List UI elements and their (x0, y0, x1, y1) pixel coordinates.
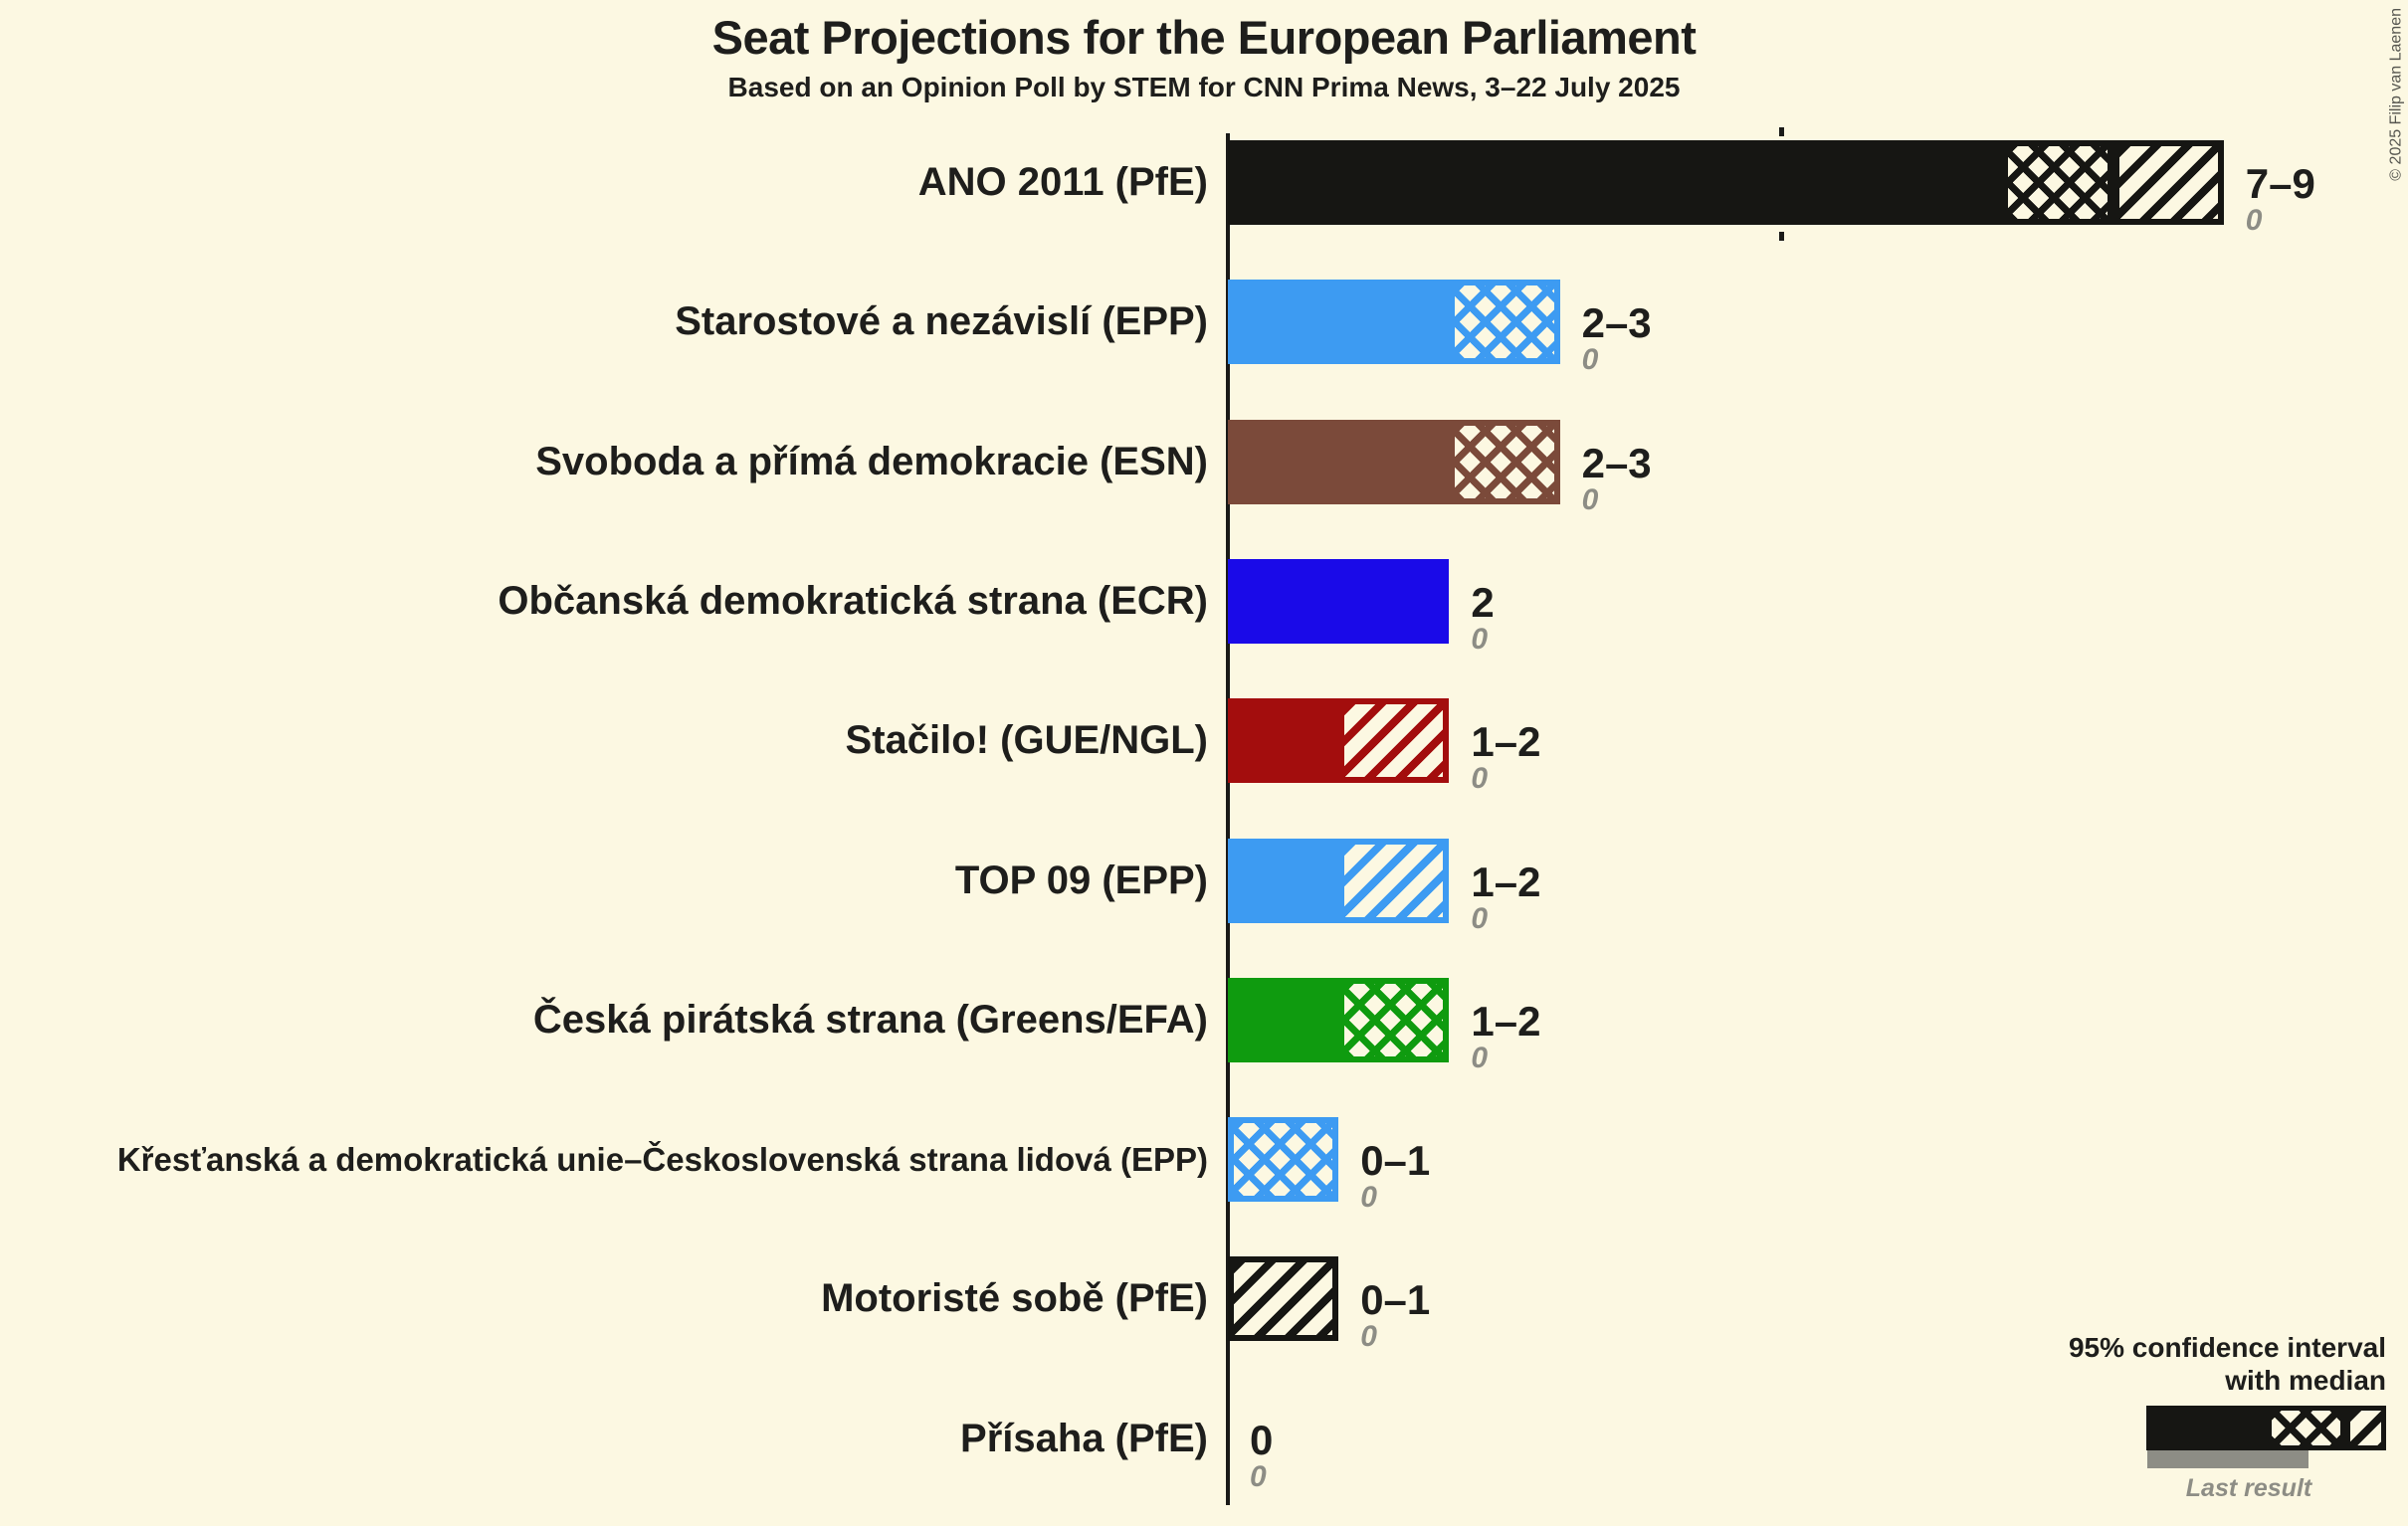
bar-diagonal-segment (2112, 140, 2224, 225)
bar-crosshatch-segment (1228, 1117, 1339, 1203)
party-label: Motoristé sobě (PfE) (821, 1276, 1208, 1321)
legend-sample-bar (2146, 1406, 2386, 1450)
bar-crosshatch-segment (2002, 140, 2113, 225)
last-result-label: 0 (1360, 1320, 1377, 1354)
bar-solid-segment (1228, 140, 2003, 225)
last-result-label: 0 (1471, 1041, 1489, 1074)
party-label: TOP 09 (EPP) (954, 858, 1208, 902)
last-result-label: 0 (2245, 204, 2263, 237)
legend-diagonal-segment (2345, 1406, 2386, 1450)
axis-line (1226, 133, 1230, 1505)
chart-title: Seat Projections for the European Parlia… (711, 11, 1697, 64)
range-label: 1–2 (1471, 718, 1541, 766)
party-label: ANO 2011 (PfE) (917, 160, 1208, 204)
range-label: 0 (1250, 1416, 1274, 1463)
bar-solid-segment (1228, 558, 1450, 644)
range-label: 1–2 (1471, 997, 1541, 1045)
last-result-label: 0 (1250, 1459, 1267, 1493)
party-label: Křesťanská a demokratická unie–Českoslov… (116, 1140, 1208, 1178)
bar-crosshatch-segment (1338, 977, 1450, 1062)
bar-solid-segment (1228, 977, 1339, 1062)
chart-subtitle: Based on an Opinion Poll by STEM for CNN… (727, 72, 1681, 102)
bar-diagonal-segment (1338, 698, 1450, 784)
last-result-label: 0 (1471, 762, 1489, 796)
bar-solid-segment (1228, 838, 1339, 923)
legend-solid-segment (2146, 1406, 2267, 1450)
bar-diagonal-segment (1228, 1256, 1339, 1342)
range-label: 1–2 (1471, 858, 1541, 905)
range-label: 0–1 (1360, 1276, 1431, 1324)
last-result-label: 0 (1471, 622, 1489, 656)
party-label: Starostové a nezávislí (EPP) (675, 299, 1208, 344)
range-label: 0–1 (1360, 1137, 1431, 1185)
bar-solid-segment (1228, 419, 1450, 504)
party-label: Česká pirátská strana (Greens/EFA) (532, 997, 1208, 1042)
range-label: 2–3 (1581, 299, 1652, 347)
legend-last-result-bar (2147, 1450, 2308, 1468)
bar-solid-segment (1228, 698, 1339, 784)
last-result-label: 0 (1581, 343, 1599, 377)
party-label: Svoboda a přímá demokracie (ESN) (535, 439, 1208, 483)
party-label: Stačilo! (GUE/NGL) (845, 718, 1208, 763)
bar-solid-segment (1228, 280, 1450, 365)
party-label: Přísaha (PfE) (960, 1416, 1208, 1460)
range-label: 2 (1471, 578, 1495, 626)
legend-crosshatch-segment (2267, 1406, 2345, 1450)
range-label: 7–9 (2245, 160, 2315, 207)
copyright-text: © 2025 Filip van Laenen (2388, 8, 2405, 181)
bar-crosshatch-segment (1449, 280, 1560, 365)
legend-ci-label-line2: with median (2225, 1365, 2386, 1396)
bar-crosshatch-segment (1449, 419, 1560, 504)
range-label: 2–3 (1581, 439, 1652, 486)
party-label: Občanská demokratická strana (ECR) (498, 578, 1208, 623)
legend-ci-label-line1: 95% confidence interval (2068, 1332, 2386, 1363)
last-result-label: 0 (1471, 901, 1489, 935)
last-result-label: 0 (1360, 1181, 1377, 1215)
legend-last-result-label: Last result (2185, 1474, 2312, 1502)
bar-diagonal-segment (1338, 838, 1450, 923)
last-result-label: 0 (1581, 482, 1599, 516)
